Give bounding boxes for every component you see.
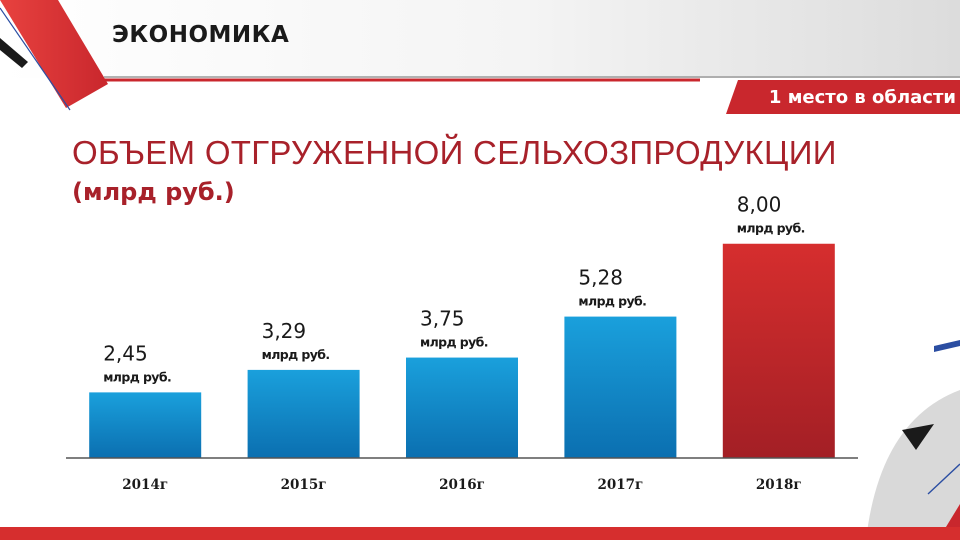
x-tick-label: 2018г <box>756 477 802 493</box>
rank-badge: 1 место в области <box>726 80 960 114</box>
unit-label: млрд руб. <box>737 221 805 236</box>
value-label: 8,00 <box>737 193 782 217</box>
bar-2018г <box>722 243 835 458</box>
bar-2014г <box>89 392 202 458</box>
bar-2016г <box>406 357 518 458</box>
x-tick-label: 2015г <box>281 477 327 493</box>
corner-gray-circle <box>866 390 960 540</box>
bar-2015г <box>247 369 360 458</box>
corner-blue-dash <box>934 340 960 352</box>
unit-label: млрд руб. <box>578 294 646 309</box>
corner-blue-thin-line <box>927 463 960 495</box>
x-tick-label: 2017г <box>597 477 643 493</box>
x-tick-label: 2016г <box>439 477 485 493</box>
chart-title: ОБЪЕМ ОТГРУЖЕННОЙ СЕЛЬХОЗПРОДУКЦИИ <box>72 134 837 171</box>
unit-label: млрд руб. <box>262 347 330 362</box>
corner-black-wedge <box>902 424 934 450</box>
unit-label: млрд руб. <box>103 369 171 384</box>
header-band <box>0 0 960 78</box>
value-label: 2,45 <box>103 341 148 365</box>
value-label: 3,29 <box>262 319 307 343</box>
x-tick-label: 2014г <box>122 477 168 493</box>
chart-subtitle: (млрд руб.) <box>72 178 235 206</box>
bar-2017г <box>564 316 677 458</box>
value-label: 5,28 <box>578 266 623 290</box>
corner-blue-line <box>0 7 71 111</box>
unit-label: млрд руб. <box>420 335 488 350</box>
value-label: 3,75 <box>420 307 465 331</box>
corner-red-stripe <box>0 0 108 108</box>
section-title: ЭКОНОМИКА <box>112 22 290 48</box>
bottom-red-bar <box>0 527 960 540</box>
corner-black-triangle <box>0 38 28 68</box>
